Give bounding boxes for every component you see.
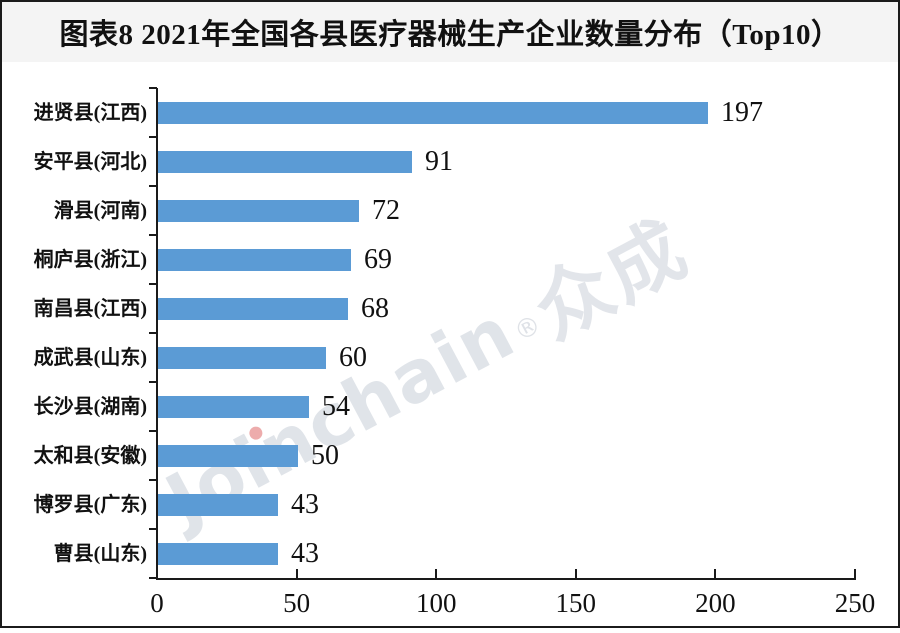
category-label: 长沙县(湖南) [33, 395, 147, 418]
value-label: 68 [361, 292, 389, 324]
bar [158, 199, 359, 222]
bar [158, 346, 326, 369]
registered-trademark-icon: ® [509, 309, 547, 349]
value-label: 69 [364, 243, 392, 275]
x-axis-tick-label: 50 [283, 588, 311, 618]
x-axis-tick [295, 569, 298, 578]
y-axis-tick [149, 577, 157, 579]
y-axis-tick [149, 332, 157, 334]
x-axis-tick-label: 150 [555, 588, 597, 618]
x-axis-tick-label: 200 [695, 588, 736, 618]
category-label: 博罗县(广东) [33, 493, 147, 516]
bar [158, 542, 278, 565]
y-axis-tick [149, 185, 157, 187]
category-label: 安平县(河北) [33, 150, 147, 173]
bar [158, 444, 298, 467]
value-label: 60 [339, 341, 367, 373]
x-axis-tick [435, 569, 438, 578]
bar [158, 297, 348, 320]
value-label: 54 [322, 390, 350, 422]
bar [158, 493, 278, 516]
y-axis-tick [149, 479, 157, 481]
y-axis-tick [149, 87, 157, 89]
y-axis [156, 88, 158, 580]
value-label: 43 [291, 488, 319, 520]
value-label: 50 [311, 439, 339, 471]
category-label: 南昌县(江西) [33, 297, 147, 320]
bar [158, 150, 412, 173]
y-axis-tick [149, 136, 157, 138]
bar [158, 248, 351, 271]
category-label: 进贤县(江西) [33, 101, 147, 124]
category-label: 曹县(山东) [53, 542, 147, 565]
x-axis-tick-label: 250 [834, 588, 876, 618]
y-axis-tick [149, 528, 157, 530]
x-axis [156, 578, 856, 580]
y-axis-tick [149, 234, 157, 236]
chart-title: 图表8 2021年全国各县医疗器械生产企业数量分布（Top10） [59, 19, 841, 51]
watermark-suffix: 众成 [521, 205, 703, 356]
category-label: 滑县(河南) [53, 199, 147, 222]
y-axis-tick [149, 283, 157, 285]
x-axis-tick-label: 0 [150, 588, 164, 618]
title-band: 图表8 2021年全国各县医疗器械生产企业数量分布（Top10） [2, 2, 898, 62]
bar [158, 395, 309, 418]
x-axis-tick [854, 569, 856, 578]
value-label: 91 [425, 145, 453, 177]
bar [158, 101, 708, 124]
x-axis-tick-label: 100 [415, 588, 457, 618]
category-label: 太和县(安徽) [33, 444, 147, 467]
value-label: 197 [721, 96, 763, 128]
watermark-red-dot-icon [247, 424, 265, 442]
category-label: 桐庐县(浙江) [33, 248, 147, 271]
y-axis-tick [149, 381, 157, 383]
value-label: 72 [372, 194, 400, 226]
y-axis-tick [149, 430, 157, 432]
x-axis-tick [574, 569, 577, 578]
x-axis-tick [714, 569, 717, 578]
category-label: 成武县(山东) [33, 346, 147, 369]
value-label: 43 [291, 537, 319, 569]
